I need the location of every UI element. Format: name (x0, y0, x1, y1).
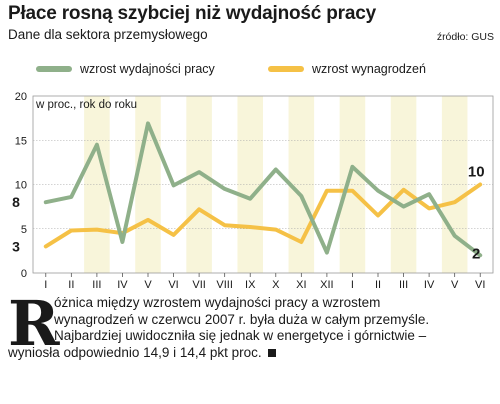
x-tick-label: VI (475, 279, 485, 291)
y-tick-label: 10 (15, 180, 27, 192)
article-line-text: wyniosła odpowiednio 14,9 i 14,4 pkt pro… (8, 344, 262, 360)
x-tick-label: VIII (216, 279, 233, 291)
article-line: wynagrodzeń w czerwcu 2007 r. była duża … (54, 311, 430, 327)
x-tick-label: X (272, 279, 280, 291)
legend-swatch-wages (268, 66, 304, 72)
end-mark-icon (267, 348, 276, 357)
series-start-label: 3 (12, 238, 20, 254)
x-tick-label: II (68, 279, 74, 291)
x-tick-label: I (351, 279, 354, 291)
x-tick-label: I (44, 279, 47, 291)
source-note: źródło: GUS (436, 31, 494, 43)
x-tick-label: VI (168, 279, 178, 291)
x-tick-label: XII (320, 279, 333, 291)
y-tick-label: 0 (21, 268, 27, 280)
page-title: Płace rosną szybciej niż wydajność pracy (8, 3, 376, 24)
series-line (43, 121, 483, 258)
series-end-label: 2 (472, 245, 480, 262)
y-tick-label: 15 (15, 135, 27, 147)
x-tick-label: XI (296, 279, 306, 291)
chart-legend: wzrost wydajności pracy wzrost wynagrodz… (0, 62, 500, 82)
x-tick-label: V (144, 279, 152, 291)
legend-item-productivity: wzrost wydajności pracy (36, 62, 215, 76)
x-tick-label: V (451, 279, 459, 291)
x-tick-label: III (92, 279, 101, 291)
x-tick-label: IV (117, 279, 128, 291)
x-tick-label: III (399, 279, 408, 291)
y-tick-label: 20 (15, 91, 27, 103)
series-end-label: 10 (468, 164, 485, 181)
x-tick-label: II (375, 279, 381, 291)
page-subtitle: Dane dla sektora przemysłowego (8, 27, 208, 42)
shaded-band (441, 96, 468, 273)
legend-swatch-productivity (36, 66, 72, 72)
article-line: Najbardziej uwidoczniła się jednak w ene… (54, 328, 427, 344)
y-tick-label: 5 (21, 224, 27, 236)
x-tick-label: IX (245, 279, 256, 291)
article-line: óżnica między wzrostem wydajności pracy … (54, 295, 381, 310)
article-line: wyniosła odpowiednio 14,9 i 14,4 pkt pro… (8, 345, 276, 362)
y-axis-label: w proc., rok do roku (36, 99, 137, 111)
dropcap: R (8, 287, 60, 360)
x-tick-label: IV (424, 279, 435, 291)
legend-label-productivity: wzrost wydajności pracy (80, 62, 215, 76)
legend-item-wages: wzrost wynagrodzeń (268, 62, 426, 76)
x-tick-label: VII (192, 279, 205, 291)
legend-label-wages: wzrost wynagrodzeń (312, 62, 426, 76)
series-start-label: 8 (12, 194, 20, 210)
